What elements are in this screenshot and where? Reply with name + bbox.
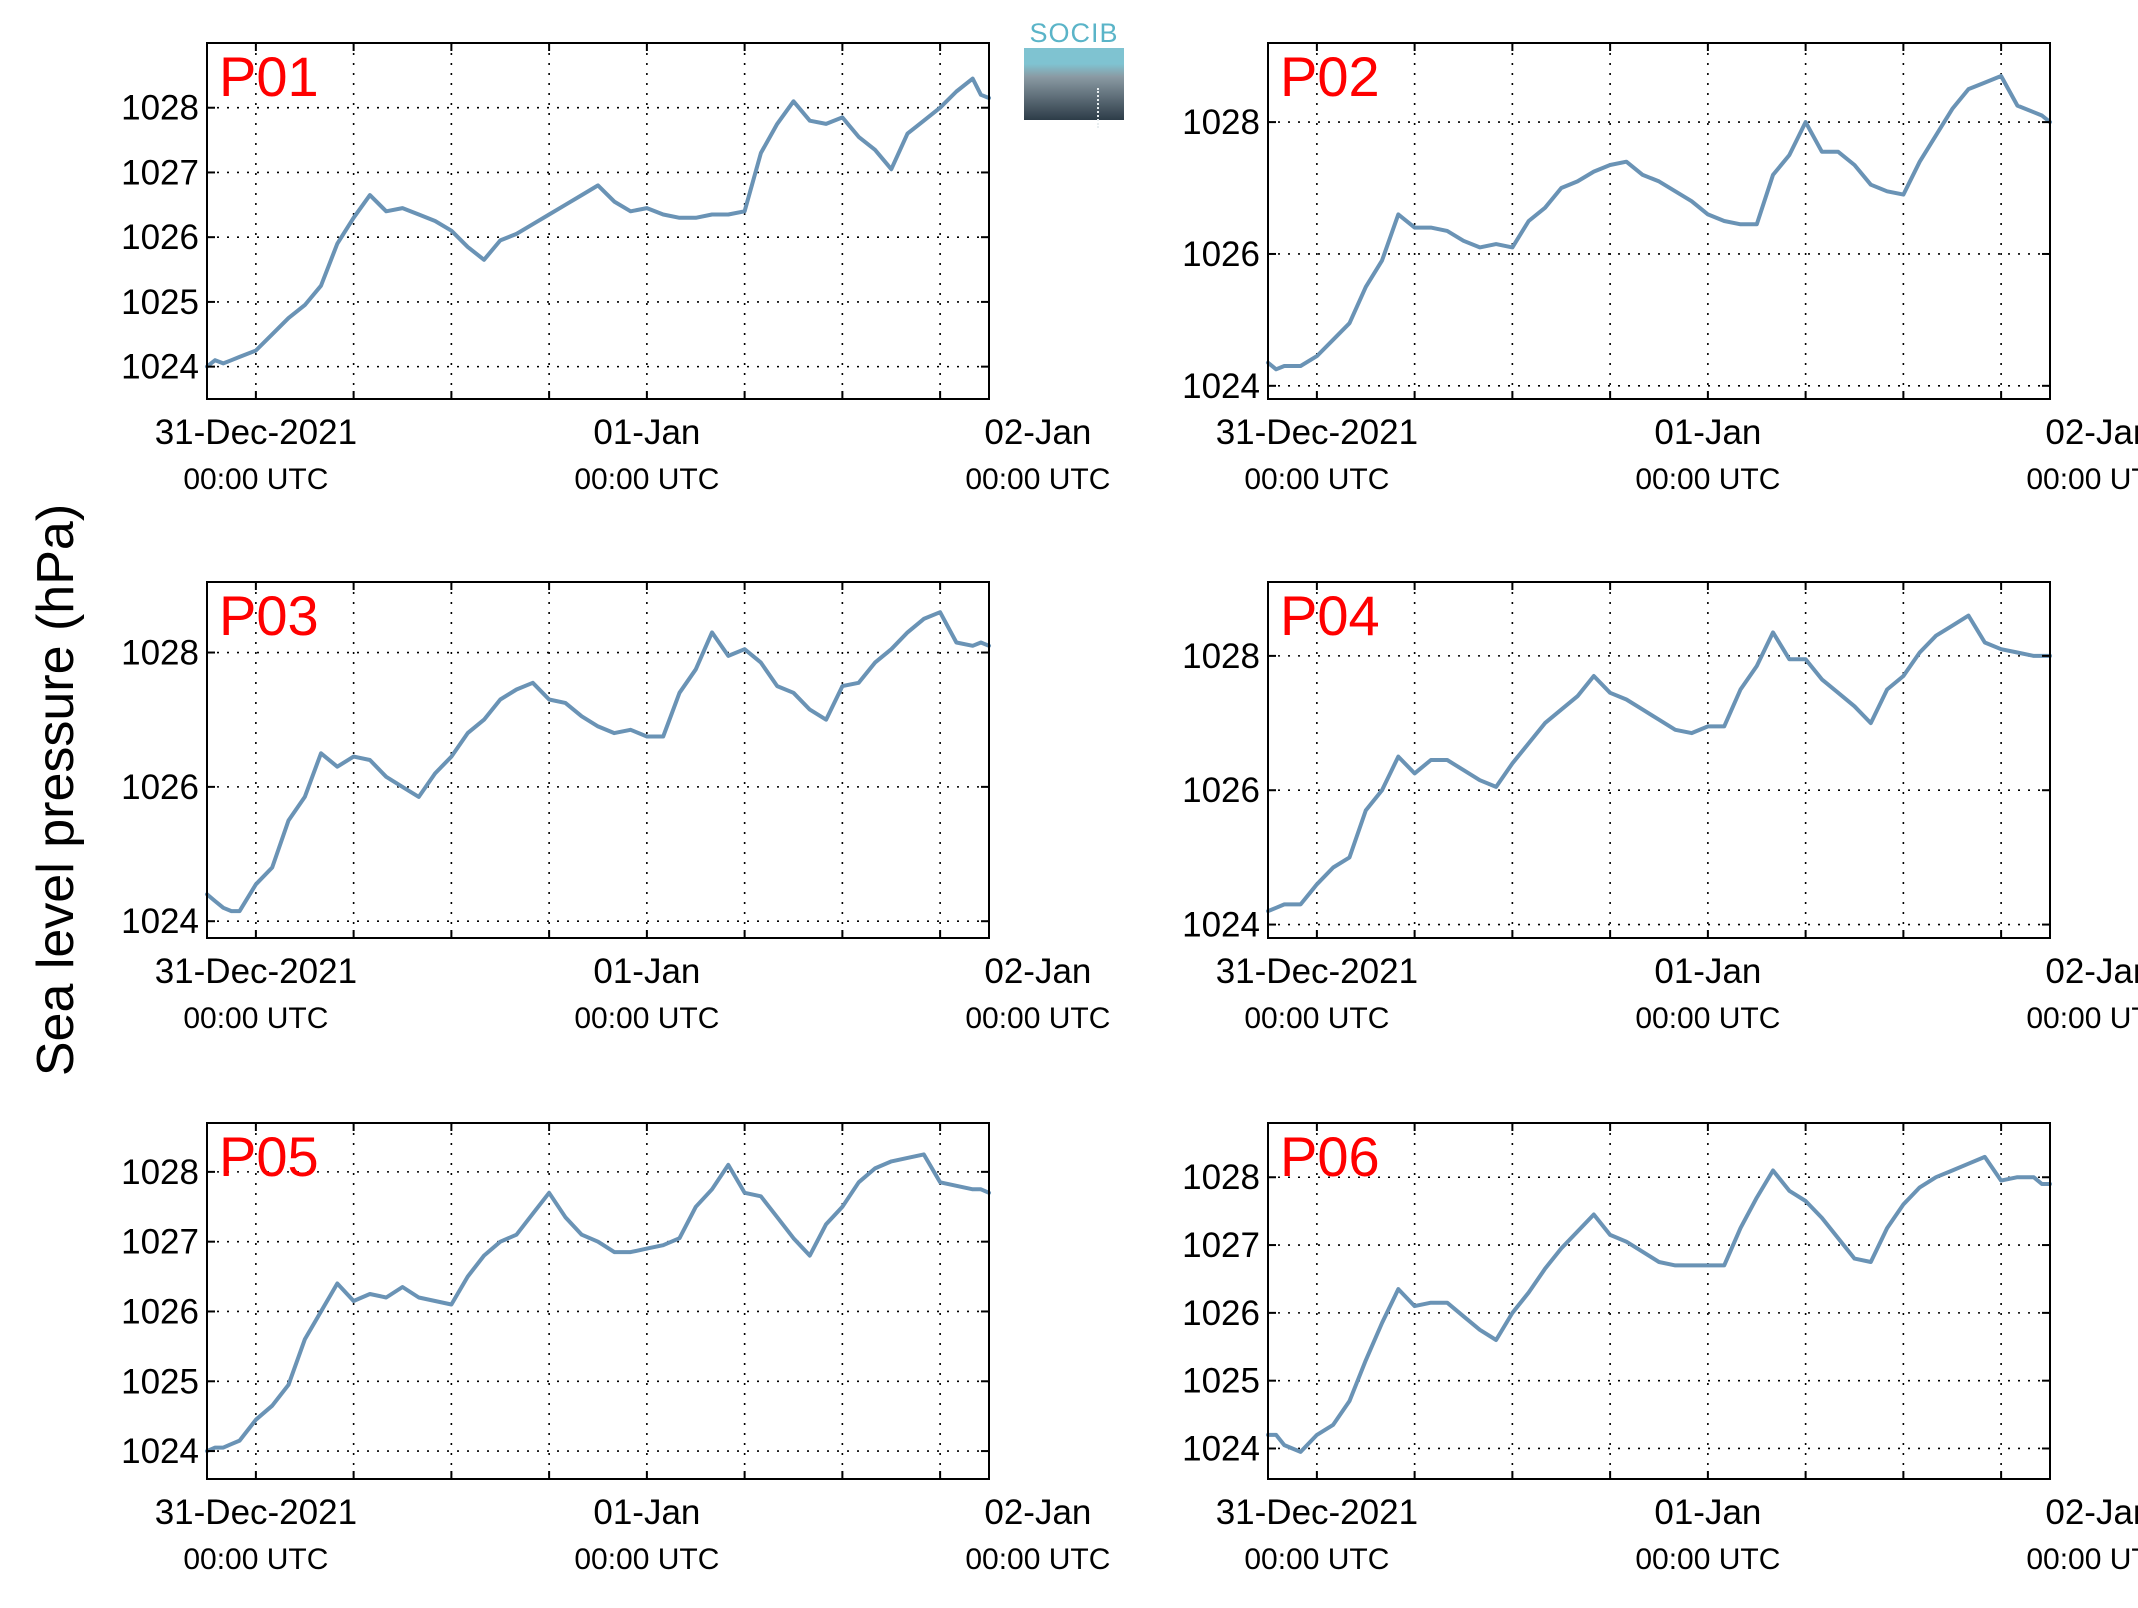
y-axis-label: Sea level pressure (hPa) <box>27 504 85 1076</box>
x-tick-sublabel: 00:00 UTC <box>574 463 719 496</box>
logo-dots <box>1097 88 1099 128</box>
x-tick-sublabel: 00:00 UTC <box>2026 463 2138 496</box>
series-line <box>205 76 991 369</box>
x-tick-sublabel: 00:00 UTC <box>965 1002 1110 1035</box>
y-tick-label: 1024 <box>121 348 199 387</box>
x-tick-label: 02-Jan <box>2045 952 2138 991</box>
x-tick-sublabel: 00:00 UTC <box>1244 1002 1389 1035</box>
y-tick-label: 1025 <box>1182 1362 1260 1401</box>
series-line <box>205 610 991 914</box>
x-tick-label: 02-Jan <box>984 1493 1091 1532</box>
y-tick-label: 1024 <box>121 902 199 941</box>
y-tick-label: 1024 <box>1182 1429 1260 1468</box>
axes-frame <box>206 581 990 939</box>
panel-p05: 1024 1025 1026 1027 1028 31-Dec-2021 00:00 UTC… <box>121 1122 1110 1576</box>
y-tick-label: 1028 <box>1182 637 1260 676</box>
y-tick-label: 1026 <box>1182 1294 1260 1333</box>
x-tick-label: 01-Jan <box>1654 1493 1761 1532</box>
panel-title: P06 <box>1280 1125 1380 1188</box>
x-tick-sublabel: 00:00 UTC <box>1635 1543 1780 1576</box>
panel-title: P05 <box>219 1125 319 1188</box>
x-tick-sublabel: 00:00 UTC <box>965 1543 1110 1576</box>
panel-p03: 1024 1026 1028 31-Dec-2021 00:00 UTC 01-Jan 00… <box>121 581 1110 1035</box>
axes-frame <box>1267 1122 2051 1480</box>
x-tick-label: 01-Jan <box>1654 952 1761 991</box>
y-tick-label: 1027 <box>121 153 199 192</box>
x-tick-sublabel: 00:00 UTC <box>1635 463 1780 496</box>
y-tick-label: 1028 <box>121 634 199 673</box>
panel-title: P03 <box>219 584 319 647</box>
x-tick-label: 31-Dec-2021 <box>1216 1493 1418 1532</box>
x-tick-sublabel: 00:00 UTC <box>2026 1002 2138 1035</box>
y-tick-label: 1027 <box>1182 1226 1260 1265</box>
y-tick-label: 1024 <box>1182 906 1260 945</box>
panel-p01: 1024 1025 1026 1027 1028 31-Dec-2021 00:00 UTC… <box>121 42 1110 496</box>
x-tick-label: 02-Jan <box>2045 413 2138 452</box>
y-tick-label: 1024 <box>1182 367 1260 406</box>
axes-frame <box>206 1122 990 1480</box>
x-tick-label: 31-Dec-2021 <box>155 413 357 452</box>
panel-p04: 1024 1026 1028 31-Dec-2021 00:00 UTC 01-Jan 00… <box>1182 581 2138 1035</box>
x-tick-sublabel: 00:00 UTC <box>965 463 1110 496</box>
x-tick-label: 01-Jan <box>593 1493 700 1532</box>
x-tick-sublabel: 00:00 UTC <box>1244 463 1389 496</box>
series-line <box>1266 74 2052 372</box>
panels: 1024 1025 1026 1027 1028 31-Dec-2021 00:00 UTC… <box>121 42 2138 1576</box>
logo-graphic <box>1024 48 1124 128</box>
panel-p02: 1024 1026 1028 31-Dec-2021 00:00 UTC 01-Jan 00… <box>1182 42 2138 496</box>
axes-frame <box>1267 581 2051 939</box>
panel-p06: 1024 1025 1026 1027 1028 31-Dec-2021 00:00 UTC… <box>1182 1122 2138 1576</box>
x-tick-sublabel: 00:00 UTC <box>1635 1002 1780 1035</box>
y-tick-label: 1026 <box>121 768 199 807</box>
x-tick-sublabel: 00:00 UTC <box>183 463 328 496</box>
y-tick-label: 1026 <box>121 1292 199 1331</box>
x-tick-sublabel: 00:00 UTC <box>574 1543 719 1576</box>
x-tick-label: 31-Dec-2021 <box>155 952 357 991</box>
y-tick-label: 1026 <box>1182 235 1260 274</box>
x-tick-label: 01-Jan <box>1654 413 1761 452</box>
x-tick-label: 02-Jan <box>984 952 1091 991</box>
panel-title: P04 <box>1280 584 1380 647</box>
y-tick-label: 1025 <box>121 1362 199 1401</box>
panel-title: P01 <box>219 45 319 108</box>
axes-frame <box>1267 42 2051 400</box>
x-tick-label: 02-Jan <box>2045 1493 2138 1532</box>
y-tick-label: 1028 <box>1182 103 1260 142</box>
x-tick-sublabel: 00:00 UTC <box>183 1002 328 1035</box>
panel-title: P02 <box>1280 45 1380 108</box>
logo-text: SOCIB <box>1029 18 1119 48</box>
x-tick-sublabel: 00:00 UTC <box>1244 1543 1389 1576</box>
y-tick-label: 1028 <box>121 89 199 128</box>
y-tick-label: 1028 <box>1182 1158 1260 1197</box>
x-tick-sublabel: 00:00 UTC <box>574 1002 719 1035</box>
x-tick-label: 01-Jan <box>593 413 700 452</box>
series-line <box>1266 1154 2052 1454</box>
x-tick-label: 02-Jan <box>984 413 1091 452</box>
x-tick-label: 31-Dec-2021 <box>1216 413 1418 452</box>
y-tick-label: 1026 <box>1182 771 1260 810</box>
x-tick-sublabel: 00:00 UTC <box>183 1543 328 1576</box>
x-tick-label: 31-Dec-2021 <box>155 1493 357 1532</box>
socib-logo: SOCIB <box>1022 18 1126 128</box>
series-line <box>205 1152 991 1454</box>
y-tick-label: 1026 <box>121 218 199 257</box>
y-tick-label: 1027 <box>121 1223 199 1262</box>
axes-frame <box>206 42 990 400</box>
x-tick-sublabel: 00:00 UTC <box>2026 1543 2138 1576</box>
y-tick-label: 1028 <box>121 1153 199 1192</box>
y-tick-label: 1025 <box>121 283 199 322</box>
series-line <box>1266 613 2052 914</box>
x-tick-label: 01-Jan <box>593 952 700 991</box>
x-tick-label: 31-Dec-2021 <box>1216 952 1418 991</box>
y-tick-label: 1024 <box>121 1432 199 1471</box>
